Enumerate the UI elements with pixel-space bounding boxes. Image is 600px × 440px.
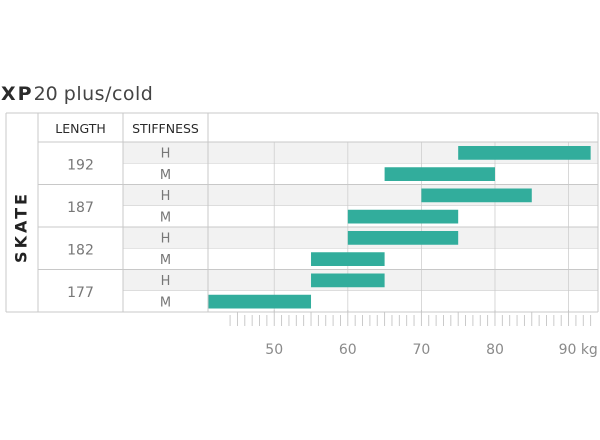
stiffness-label: M [160,168,171,183]
axis-tick-label: 90 kg [559,342,598,358]
stiffness-label: H [161,232,171,247]
weight-range-bar [208,294,312,309]
header-stiffness: STIFFNESS [132,121,199,136]
stiffness-label: H [161,274,171,289]
stiffness-label: M [160,295,171,310]
axis-tick-label: 50 [265,342,283,358]
x-axis: 50 60 70 80 90 kg [229,310,598,358]
title-suffix: plus/cold [63,83,154,105]
stiffness-label: M [160,210,171,225]
category-label: SKATE [12,191,31,263]
weight-range-bar [311,273,385,288]
table-frame [5,112,599,313]
axis-tick-label: 70 [412,342,430,358]
stiffness-label: H [161,189,171,204]
axis-tick-label: 60 [339,342,357,358]
length-label: 187 [67,200,94,216]
weight-range-bar [347,209,459,224]
weight-range-bar [421,188,532,203]
weight-range-bar [347,231,459,245]
title-number: 20 [33,83,58,105]
weight-range-bars [208,146,591,309]
weight-range-bar [458,146,591,160]
length-label: 182 [67,242,94,258]
stiffness-label: H [161,147,171,162]
stiffness-label: M [160,253,171,268]
length-label: 177 [67,285,94,301]
header-length: LENGTH [55,121,106,136]
weight-range-bar [384,167,495,181]
length-label: 192 [67,157,94,173]
chart-title: XP20 plus/cold [1,82,153,106]
axis-tick-label: 80 [486,342,504,358]
weight-range-bar [311,252,385,266]
title-model: XP [1,83,34,105]
